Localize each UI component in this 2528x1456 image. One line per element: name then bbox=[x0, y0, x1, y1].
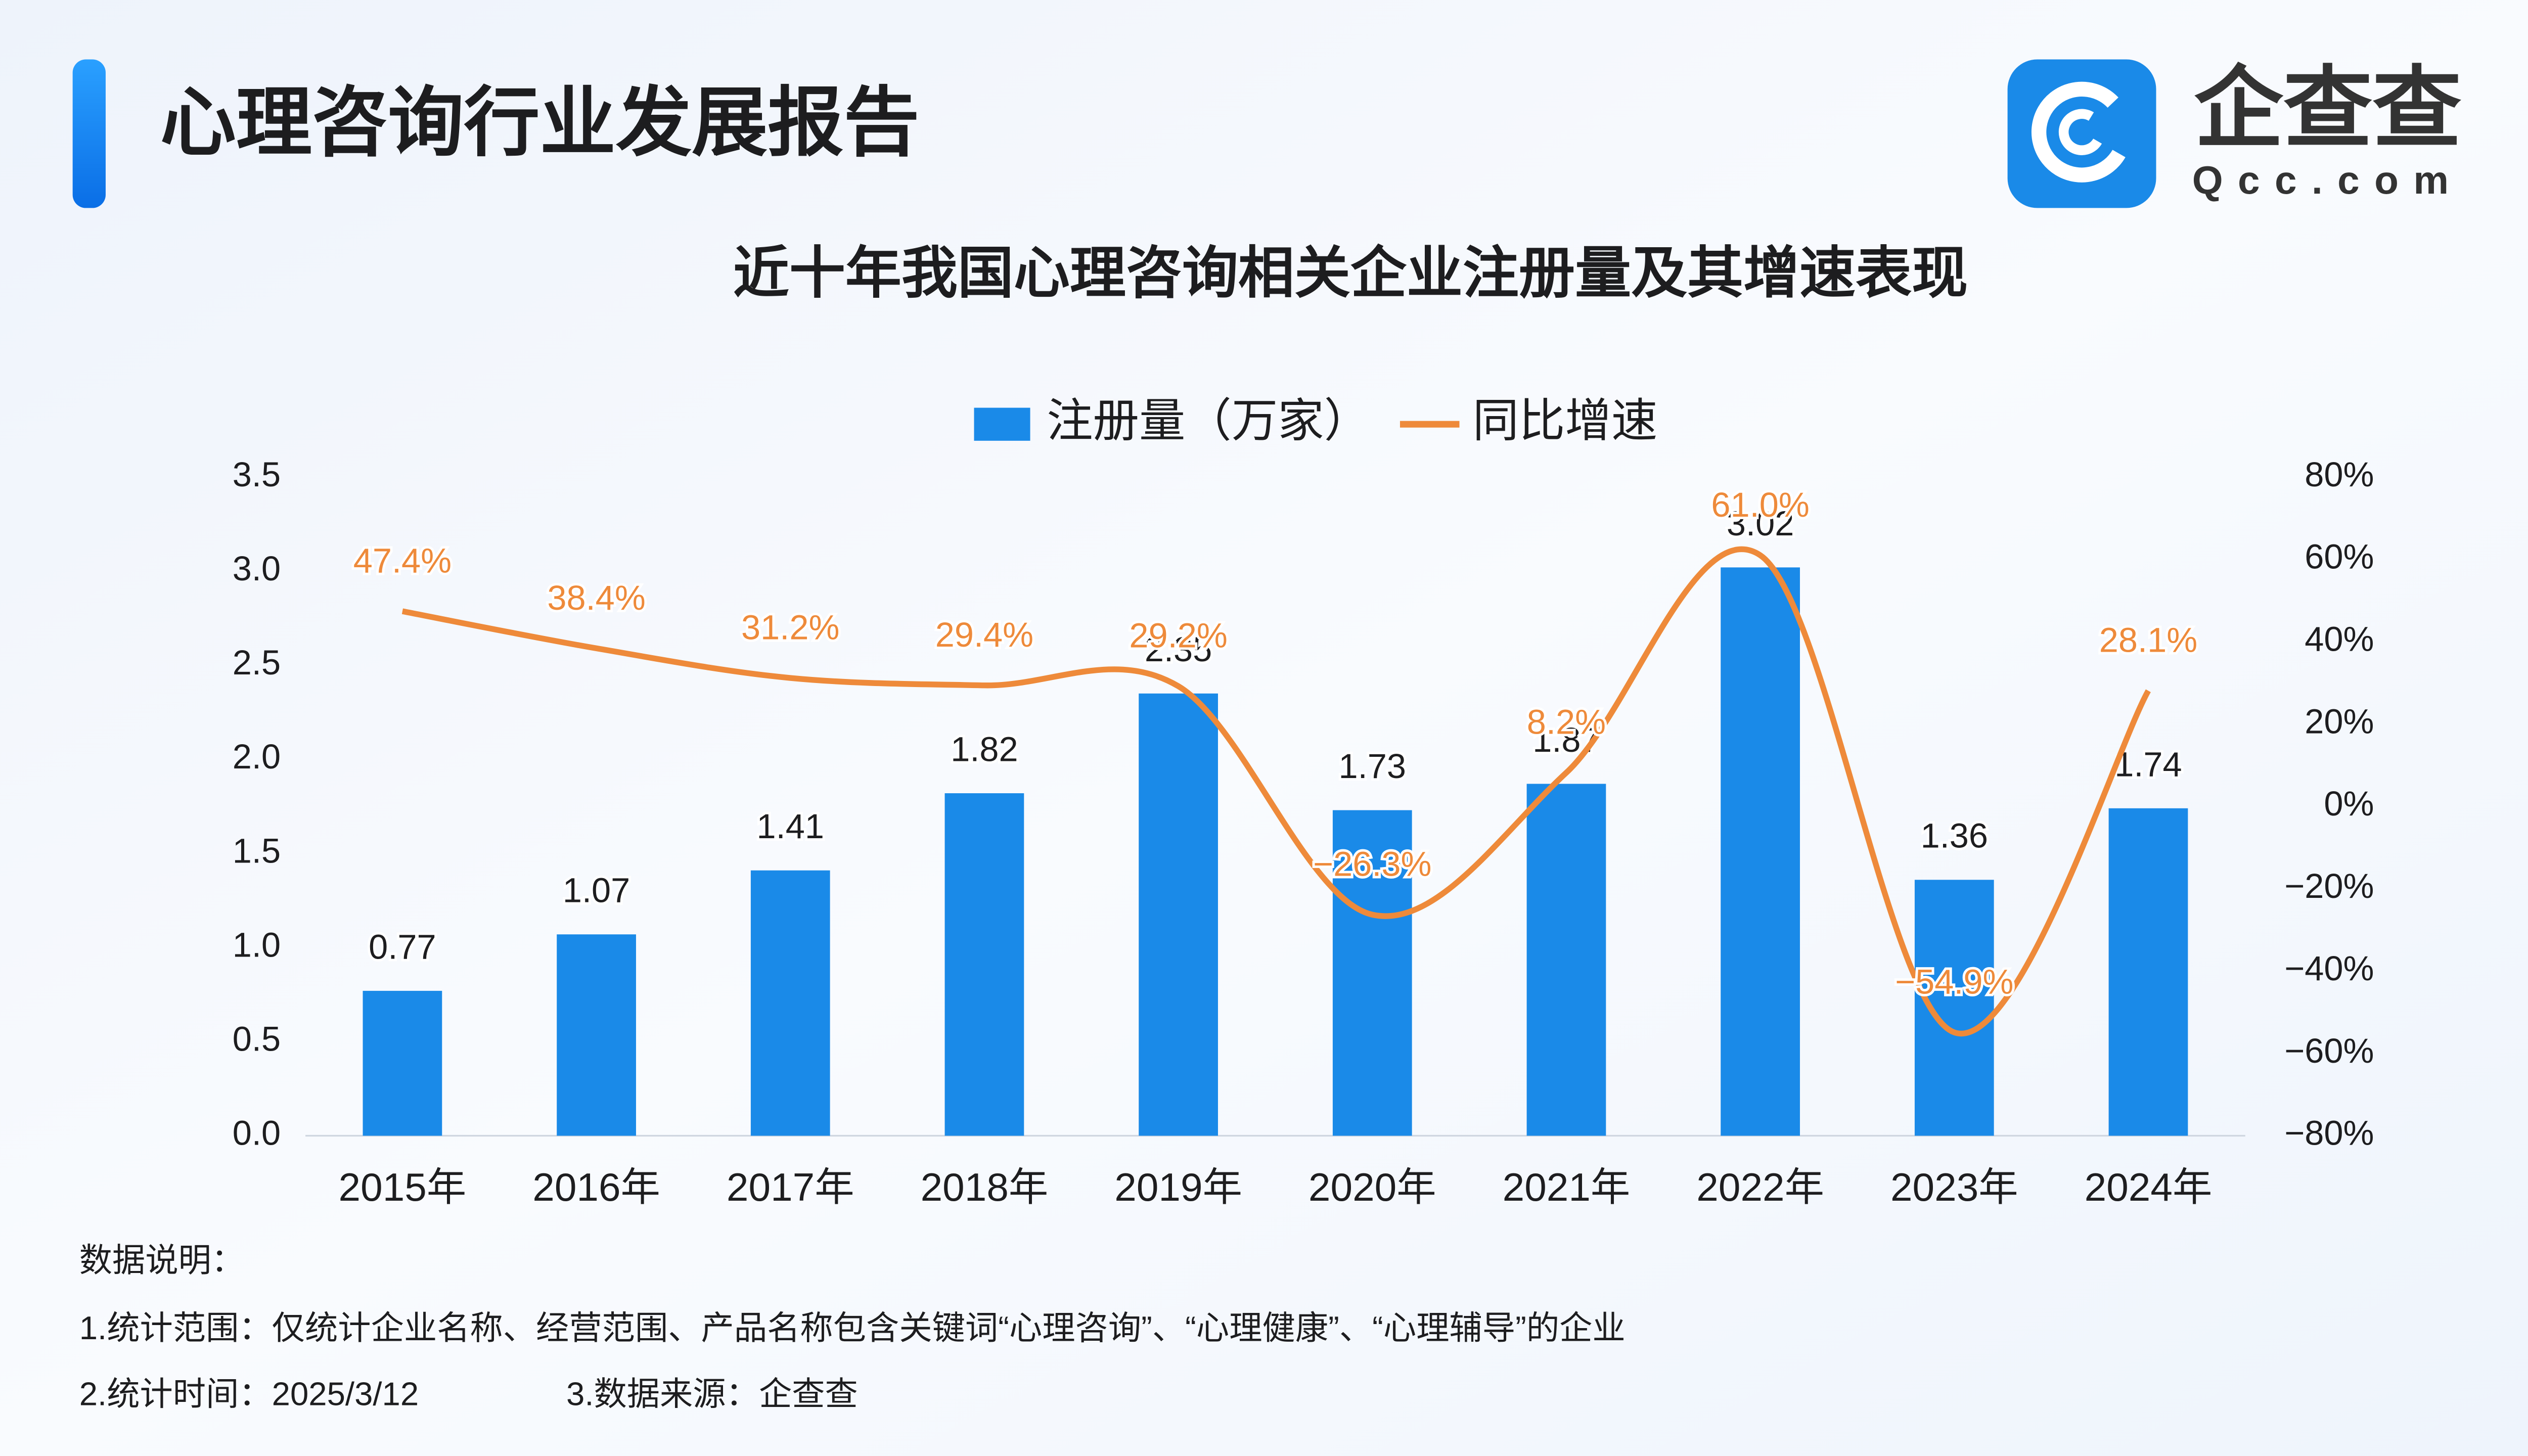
y2-tick-label: 60% bbox=[2305, 537, 2374, 576]
y2-tick-label: −40% bbox=[2284, 949, 2374, 988]
y2-tick-label: −20% bbox=[2284, 867, 2374, 905]
y2-tick-label: 40% bbox=[2305, 619, 2374, 658]
line-value-label: 61.0% bbox=[1711, 485, 1809, 524]
note: 1.统计范围：仅统计企业名称、经营范围、产品名称包含关键词“心理咨询”、“心理健… bbox=[79, 1309, 1626, 1346]
notes-label: 数据说明： bbox=[79, 1242, 244, 1279]
y-tick-label: 0.5 bbox=[233, 1020, 281, 1059]
page-title: 心理咨询行业发展报告 bbox=[160, 80, 920, 165]
x-tick-label: 2017年 bbox=[727, 1165, 854, 1209]
x-tick-label: 2020年 bbox=[1308, 1165, 1436, 1209]
bar-value-label: 1.36 bbox=[1921, 816, 1988, 855]
y-tick-label: 2.5 bbox=[233, 643, 281, 682]
logo-url: Qcc.com bbox=[2192, 158, 2464, 202]
bar bbox=[363, 990, 442, 1136]
logo-text: 企查查 bbox=[2194, 59, 2462, 158]
bar-value-label: 1.82 bbox=[951, 730, 1018, 769]
x-tick-label: 2021年 bbox=[1503, 1165, 1631, 1209]
bar-value-label: 1.87 bbox=[1532, 720, 1600, 759]
bar bbox=[1139, 693, 1218, 1136]
note: 3.数据来源：企查查 bbox=[566, 1376, 858, 1413]
x-tick-label: 2023年 bbox=[1890, 1165, 2018, 1209]
y2-tick-label: 0% bbox=[2324, 784, 2374, 823]
line-value-label: −26.3% bbox=[1313, 845, 1431, 884]
line-value-label: 47.4% bbox=[353, 541, 452, 580]
x-tick-label: 2024年 bbox=[2085, 1165, 2213, 1209]
bar bbox=[750, 870, 830, 1136]
line-value-label: 8.2% bbox=[1527, 703, 1606, 742]
y2-tick-label: −60% bbox=[2284, 1031, 2374, 1070]
bar-value-label: 1.41 bbox=[757, 807, 824, 846]
line-value-label: 38.4% bbox=[547, 578, 645, 617]
bar bbox=[1721, 567, 1800, 1136]
x-tick-label: 2015年 bbox=[339, 1165, 467, 1209]
bar-value-label: 2.35 bbox=[1145, 630, 1212, 669]
bar-value-label: 1.73 bbox=[1339, 747, 1406, 786]
y-tick-label: 1.5 bbox=[233, 831, 281, 870]
y-tick-label: 0.0 bbox=[233, 1114, 281, 1153]
logo-ring-inner bbox=[2058, 109, 2105, 155]
bar-value-label: 1.07 bbox=[563, 871, 630, 910]
line-value-label: 31.2% bbox=[741, 608, 839, 647]
line-value-label: −54.9% bbox=[1895, 963, 2013, 1002]
line-value-label: 29.2% bbox=[1129, 616, 1227, 655]
note: 2.统计时间：2025/3/12 bbox=[79, 1376, 419, 1413]
y-tick-label: 3.5 bbox=[233, 455, 281, 494]
bar bbox=[1914, 880, 1994, 1136]
y-tick-label: 3.0 bbox=[233, 549, 281, 588]
chart-title: 近十年我国心理咨询相关企业注册量及其增速表现 bbox=[733, 241, 1968, 304]
bar bbox=[944, 793, 1024, 1136]
line-value-label: 28.1% bbox=[2099, 621, 2197, 660]
y2-tick-label: 80% bbox=[2305, 455, 2374, 494]
legend-swatch bbox=[974, 407, 1030, 441]
legend-label: 注册量（万家） bbox=[1047, 395, 1370, 446]
title-accent bbox=[72, 59, 106, 208]
legend-label: 同比增速 bbox=[1473, 395, 1658, 446]
bar-value-label: 3.02 bbox=[1727, 504, 1794, 543]
x-tick-label: 2018年 bbox=[921, 1165, 1049, 1209]
x-tick-label: 2019年 bbox=[1114, 1165, 1242, 1209]
bar-value-label: 0.77 bbox=[369, 927, 436, 966]
bar bbox=[557, 934, 636, 1136]
bar bbox=[2108, 808, 2188, 1136]
logo-ring bbox=[2031, 81, 2133, 183]
line bbox=[401, 546, 2151, 1037]
y-tick-label: 1.0 bbox=[233, 925, 281, 964]
x-tick-label: 2016年 bbox=[532, 1165, 660, 1209]
bar bbox=[1332, 810, 1412, 1136]
line-value-label: 29.4% bbox=[935, 615, 1033, 654]
bar bbox=[1526, 784, 1606, 1136]
x-tick-label: 2022年 bbox=[1696, 1165, 1824, 1209]
logo-icon bbox=[2007, 59, 2156, 208]
y-tick-label: 2.0 bbox=[233, 737, 281, 776]
y2-tick-label: 20% bbox=[2305, 702, 2374, 741]
y2-tick-label: −80% bbox=[2284, 1114, 2374, 1153]
